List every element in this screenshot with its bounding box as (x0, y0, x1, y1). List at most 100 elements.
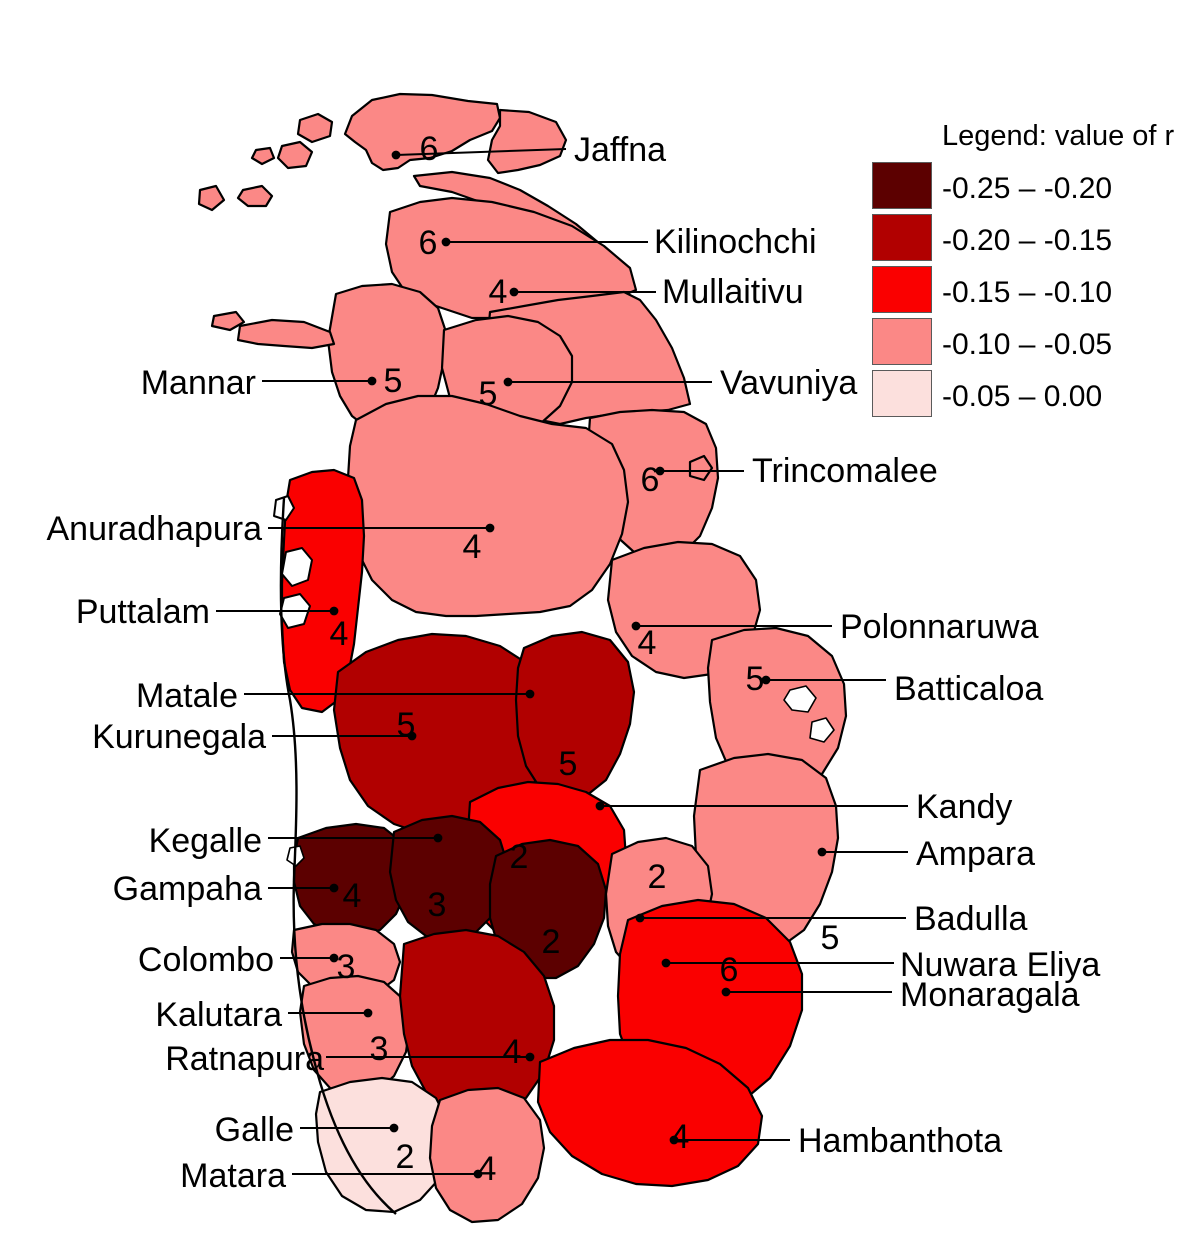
legend-title: Legend: value of r (942, 120, 1175, 152)
jaffna-islet-d[interactable] (236, 184, 274, 208)
Kegalle-num: 3 (428, 886, 447, 924)
map-polygons (197, 92, 848, 1224)
Anuradhapura-num: 4 (463, 528, 482, 566)
mannar-island[interactable] (236, 318, 336, 350)
Batticaloa-num: 5 (746, 660, 765, 698)
label-nuwara-eliya[interactable]: Nuwara Eliya (900, 946, 1101, 984)
label-matale[interactable]: Matale (135, 677, 238, 715)
label-hambanthota[interactable]: Hambanthota (798, 1122, 1003, 1160)
label-puttalam[interactable]: Puttalam (75, 593, 210, 631)
legend-label-4: -0.10 – -0.05 (942, 328, 1113, 361)
label-monaragala[interactable]: Monaragala (900, 976, 1080, 1014)
label-colombo[interactable]: Colombo (137, 941, 274, 979)
leader-lines (216, 148, 908, 1179)
dot-polonnaruwa (631, 621, 641, 631)
district-kalutara[interactable] (298, 974, 412, 1098)
dot-kalutara (363, 1008, 373, 1018)
label-kurunegala[interactable]: Kurunegala (92, 718, 266, 756)
Monaragala-num: 6 (720, 951, 739, 989)
Matale-num: 5 (559, 745, 578, 783)
district-matara[interactable] (428, 1086, 546, 1224)
dot-mullaitivu (509, 287, 519, 297)
legend-swatch-3[interactable] (872, 266, 932, 313)
Kalutara-num: 3 (370, 1030, 389, 1068)
dot-kilinochchi (441, 237, 451, 247)
jaffna-islet-e[interactable] (197, 184, 226, 212)
district-anuradhapura[interactable] (346, 394, 630, 618)
Colombo-num: 3 (337, 948, 356, 986)
Mullaitivu-num: 4 (489, 273, 508, 311)
Kilinochchi-num: 6 (419, 224, 438, 262)
district-matale[interactable] (514, 630, 636, 800)
district-galle[interactable] (314, 1076, 452, 1214)
Mannar-num: 5 (384, 362, 403, 400)
Gampaha-num: 4 (343, 877, 362, 915)
Puttalam-num: 4 (330, 615, 349, 653)
Matara-num: 4 (478, 1150, 497, 1188)
jaffna-islet-a[interactable] (296, 112, 334, 144)
dot-ratnapura (525, 1052, 535, 1062)
label-matara[interactable]: Matara (180, 1157, 286, 1195)
label-mannar[interactable]: Mannar (140, 364, 256, 402)
Polonnaruwa-num: 4 (638, 624, 657, 662)
jaffna-islet-b[interactable] (276, 140, 314, 170)
dot-kandy (595, 801, 605, 811)
Vavuniya-num: 5 (479, 375, 498, 413)
dot-galle (389, 1123, 399, 1133)
legend-swatch-1[interactable] (872, 162, 932, 209)
legend-swatch-5[interactable] (872, 370, 932, 417)
mannar-islet[interactable] (210, 310, 246, 332)
legend-label-3: -0.15 – -0.10 (942, 276, 1113, 309)
district-nuwaraeliya[interactable] (488, 838, 608, 980)
puttalam-lagoon-hole-1 (281, 547, 313, 587)
label-kilinochchi[interactable]: Kilinochchi (654, 223, 817, 261)
label-kegalle[interactable]: Kegalle (148, 822, 262, 860)
district-hambanthota[interactable] (536, 1038, 764, 1188)
jaffna-islet-c[interactable] (250, 146, 276, 166)
legend-label-5: -0.05 – 0.00 (942, 380, 1103, 413)
legend-label-2: -0.20 – -0.15 (942, 224, 1113, 257)
label-mullaitivu[interactable]: Mullaitivu (662, 273, 804, 311)
label-galle[interactable]: Galle (214, 1111, 294, 1149)
label-ratnapura[interactable]: Ratnapura (165, 1040, 324, 1078)
dot-badulla (635, 913, 645, 923)
Ampara-num: 2 (648, 858, 667, 896)
trincomalee-bay-islet[interactable] (688, 454, 714, 482)
NuwaraEliya-num: 2 (542, 923, 561, 961)
label-trincomalee[interactable]: Trincomalee (752, 452, 938, 490)
coastline-outline (279, 497, 397, 1215)
dot-hambanthota (669, 1135, 679, 1145)
dot-anuradhapura (485, 523, 495, 533)
label-vavuniya[interactable]: Vavuniya (720, 364, 858, 402)
label-jaffna[interactable]: Jaffna (574, 131, 667, 169)
legend-swatch-4[interactable] (872, 318, 932, 365)
label-anuradhapura[interactable]: Anuradhapura (46, 510, 262, 548)
dot-monaragala (721, 987, 731, 997)
label-ampara[interactable]: Ampara (916, 835, 1036, 873)
district-jaffna[interactable] (343, 92, 502, 172)
label-batticaloa[interactable]: Batticaloa (894, 670, 1044, 708)
dot-colombo (329, 953, 339, 963)
label-gampaha[interactable]: Gampaha (112, 870, 262, 908)
legend-label-1: -0.25 – -0.20 (942, 172, 1113, 205)
dot-matale (525, 689, 535, 699)
dot-nuwaraeliya (661, 958, 671, 968)
dot-mannar (367, 376, 377, 386)
district-ratnapura[interactable] (398, 928, 556, 1120)
label-polonnaruwa[interactable]: Polonnaruwa (840, 608, 1039, 646)
dot-puttalam (329, 606, 339, 616)
dot-kurunegala (407, 731, 417, 741)
label-kandy[interactable]: Kandy (916, 788, 1013, 826)
Hambanthota-num: 4 (671, 1118, 690, 1156)
label-kalutara[interactable]: Kalutara (155, 996, 282, 1034)
district-gampaha[interactable] (292, 822, 412, 938)
label-badulla[interactable]: Badulla (914, 900, 1028, 938)
dot-vavuniya (503, 377, 513, 387)
Kurunegala-num: 5 (397, 706, 416, 744)
legend-swatch-2[interactable] (872, 214, 932, 261)
district-jaffna-east[interactable] (486, 108, 568, 175)
leader-jaffna (395, 148, 567, 156)
batticaloa-lagoon-2 (809, 717, 835, 743)
